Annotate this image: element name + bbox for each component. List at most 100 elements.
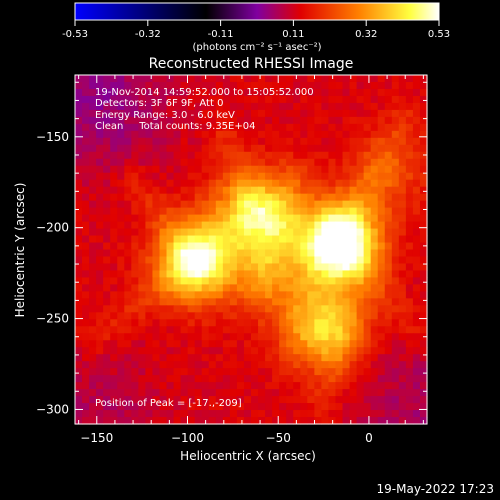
heatmap-cell bbox=[349, 207, 358, 216]
heatmap-cell bbox=[384, 256, 393, 265]
heatmap-cell bbox=[342, 256, 351, 265]
heatmap-cell bbox=[419, 403, 428, 411]
heatmap-cell bbox=[412, 368, 421, 376]
heatmap-cell bbox=[103, 95, 111, 104]
heatmap-cell bbox=[377, 340, 386, 348]
heatmap-cell bbox=[419, 354, 428, 362]
heatmap-cell bbox=[215, 221, 224, 230]
heatmap-cell bbox=[293, 116, 301, 125]
heatmap-cell bbox=[370, 270, 379, 279]
heatmap-cell bbox=[363, 88, 372, 97]
heatmap-cell bbox=[377, 410, 386, 418]
heatmap-cell bbox=[314, 186, 322, 195]
heatmap-cell bbox=[159, 270, 168, 279]
heatmap-cell bbox=[328, 284, 337, 292]
heatmap-cell bbox=[307, 179, 315, 188]
heatmap-cell bbox=[335, 75, 344, 83]
heatmap-cell bbox=[349, 396, 358, 404]
heatmap-cell bbox=[194, 249, 203, 258]
heatmap-cell bbox=[159, 340, 168, 348]
heatmap-cell bbox=[152, 403, 161, 411]
heatmap-cell bbox=[398, 116, 407, 125]
heatmap-cell bbox=[286, 228, 294, 237]
heatmap-cell bbox=[103, 151, 111, 160]
heatmap-cell bbox=[363, 354, 372, 362]
heatmap-cell bbox=[335, 340, 344, 348]
heatmap-cell bbox=[314, 277, 322, 285]
heatmap-cell bbox=[419, 284, 428, 292]
heatmap-cell bbox=[75, 382, 83, 390]
heatmap-cell bbox=[201, 305, 210, 313]
heatmap-cell bbox=[159, 137, 168, 146]
heatmap-cell bbox=[377, 109, 386, 118]
heatmap-cell bbox=[180, 137, 189, 146]
heatmap-cell bbox=[166, 249, 175, 258]
heatmap-cell bbox=[258, 298, 266, 306]
heatmap-cell bbox=[82, 263, 90, 272]
heatmap-cell bbox=[173, 242, 182, 251]
heatmap-cell bbox=[405, 151, 414, 160]
heatmap-cell bbox=[201, 179, 210, 188]
heatmap-cell bbox=[243, 361, 252, 369]
heatmap-cell bbox=[243, 109, 252, 118]
plot-frame bbox=[74, 74, 428, 425]
heatmap-cell bbox=[398, 102, 407, 111]
heatmap-cell bbox=[243, 410, 252, 418]
heatmap-cell bbox=[370, 284, 379, 292]
heatmap-cell bbox=[145, 382, 154, 390]
heatmap-cell bbox=[145, 417, 154, 425]
heatmap-cell bbox=[138, 144, 146, 153]
heatmap-cell bbox=[124, 235, 132, 244]
heatmap-cell bbox=[251, 389, 259, 397]
heatmap-cell bbox=[82, 277, 90, 285]
heatmap-cell bbox=[398, 263, 407, 272]
heatmap-cell bbox=[229, 263, 238, 272]
heatmap-cell bbox=[384, 214, 393, 223]
heatmap-cell bbox=[356, 165, 365, 174]
heatmap-cell bbox=[258, 389, 266, 397]
heatmap-cell bbox=[370, 179, 379, 188]
heatmap-cell bbox=[251, 88, 259, 97]
heatmap-cell bbox=[328, 347, 337, 355]
heatmap-cell bbox=[391, 109, 400, 118]
heatmap-cell bbox=[293, 88, 301, 97]
heatmap-cell bbox=[384, 305, 393, 313]
heatmap-cell bbox=[272, 158, 280, 167]
heatmap-cell bbox=[201, 298, 210, 306]
heatmap-cell bbox=[391, 144, 400, 153]
heatmap-cell bbox=[405, 382, 414, 390]
heatmap-cell bbox=[131, 109, 139, 118]
heatmap-cell bbox=[391, 172, 400, 181]
heatmap-cell bbox=[398, 81, 407, 90]
heatmap-cell bbox=[82, 151, 90, 160]
heatmap-cell bbox=[82, 319, 90, 327]
heatmap-cell bbox=[405, 116, 414, 125]
heatmap-cell bbox=[180, 389, 189, 397]
heatmap-cell bbox=[384, 347, 393, 355]
heatmap-cell bbox=[201, 270, 210, 279]
heatmap-cell bbox=[229, 102, 238, 111]
heatmap-cell bbox=[103, 389, 111, 397]
heatmap-cell bbox=[75, 319, 83, 327]
heatmap-cell bbox=[279, 151, 287, 160]
heatmap-cell bbox=[243, 207, 252, 216]
heatmap-cell bbox=[342, 228, 351, 237]
heatmap-cell bbox=[222, 263, 231, 272]
heatmap-cell bbox=[272, 347, 280, 355]
heatmap-cell bbox=[286, 382, 294, 390]
heatmap-cell bbox=[173, 368, 182, 376]
heatmap-cell bbox=[166, 123, 175, 132]
heatmap-cell bbox=[229, 137, 238, 146]
heatmap-cell bbox=[328, 165, 337, 174]
heatmap-cell bbox=[103, 291, 111, 299]
heatmap-cell bbox=[159, 81, 168, 90]
heatmap-cell bbox=[419, 95, 428, 104]
heatmap-cell bbox=[110, 130, 118, 139]
heatmap-cell bbox=[314, 207, 322, 216]
heatmap-cell bbox=[300, 361, 308, 369]
heatmap-cell bbox=[145, 137, 154, 146]
heatmap-cell bbox=[307, 137, 315, 146]
heatmap-cell bbox=[279, 298, 287, 306]
heatmap-cell bbox=[300, 382, 308, 390]
heatmap-cell bbox=[363, 340, 372, 348]
